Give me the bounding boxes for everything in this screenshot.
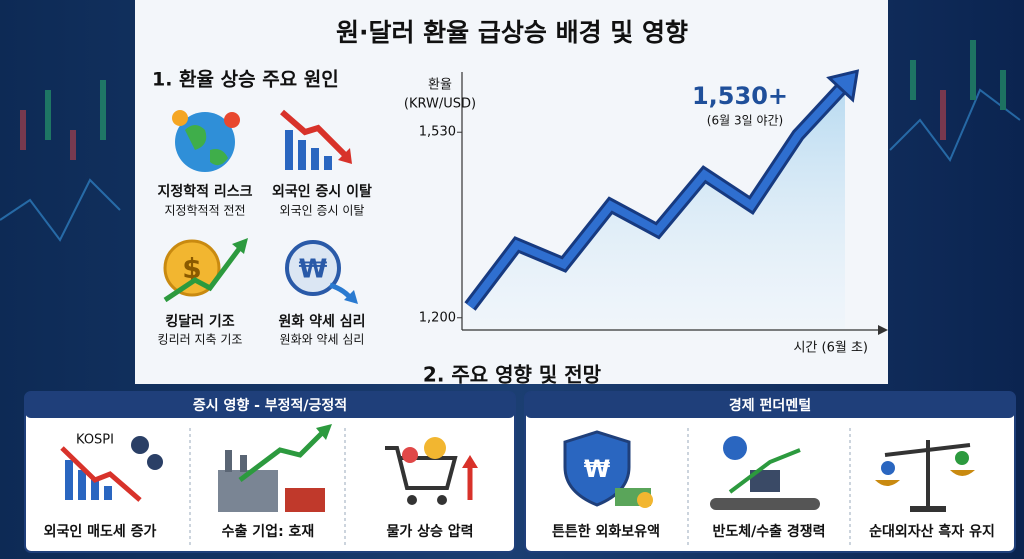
- cart-icon: [385, 437, 478, 505]
- y-tick-label: 1,530: [419, 125, 456, 140]
- y-axis-unit: (KRW/USD): [404, 97, 476, 112]
- won-icon: ₩: [285, 240, 358, 304]
- chip-icon: [710, 436, 820, 510]
- svg-text:₩: ₩: [584, 455, 611, 483]
- impact-label: 순대외자산 흑자 유지: [869, 523, 995, 540]
- cause-sub: 지정학적적 전전: [164, 204, 245, 218]
- impact-label: 물가 상승 압력: [386, 524, 473, 540]
- falling-chart-icon: [280, 109, 352, 170]
- x-axis-label: 시간 (6월 초): [793, 341, 868, 356]
- y-axis-label: 환율: [428, 78, 452, 93]
- globe-icon: [172, 110, 240, 172]
- title: 원·달러 환율 급상승 배경 및 영향: [336, 18, 688, 47]
- icon-text: KOSPI: [76, 433, 114, 448]
- y-tick-label: 1,200: [419, 310, 456, 325]
- section-heading: 1. 환율 상승 주요 원인: [152, 69, 339, 91]
- cause-label: 원화 약세 심리: [278, 313, 365, 330]
- impact-label: 튼튼한 외화보유액: [552, 523, 660, 540]
- line: [466, 81, 848, 309]
- scale-icon: [875, 440, 975, 512]
- annotation: 1,530+: [692, 82, 788, 110]
- cause-sub: 원화와 약세 심리: [280, 332, 365, 347]
- factory-icon: [218, 424, 332, 512]
- dollar-coin-icon: $: [163, 238, 248, 303]
- kospi-icon: KOSPI: [60, 433, 163, 502]
- cause-sub: 킹리러 지축 기조: [158, 333, 243, 347]
- cause-label: 킹달러 기조: [165, 313, 234, 330]
- svg-text:$: $: [182, 252, 201, 285]
- panel-title: 경제 펀더멘털: [729, 397, 811, 414]
- arrow-head: [826, 69, 860, 103]
- x-axis-arrow: [878, 325, 888, 335]
- impact-label: 수출 기업: 호재: [222, 523, 315, 540]
- impact-label: 반도체/수출 경쟁력: [712, 523, 825, 540]
- chart: 환율 (KRW/USD) 시간 (6월 초) 1,530+ (6월 3일 야간)…: [404, 69, 888, 356]
- panel-title: 증시 영향 - 부정적/긍정적: [193, 397, 347, 414]
- shield-icon: ₩: [563, 430, 653, 508]
- cause-label: 외국인 증시 이탈: [272, 183, 372, 200]
- annotation-note: (6월 3일 야간): [707, 114, 783, 128]
- section-heading: 2. 주요 영향 및 전망: [423, 363, 602, 387]
- cause-sub: 외국인 증시 이탈: [280, 204, 365, 218]
- cause-label: 지정학적 리스크: [157, 183, 252, 200]
- impact-label: 외국인 매도세 증가: [44, 523, 157, 540]
- background-decoration: [0, 40, 1021, 242]
- svg-text:₩: ₩: [299, 255, 328, 285]
